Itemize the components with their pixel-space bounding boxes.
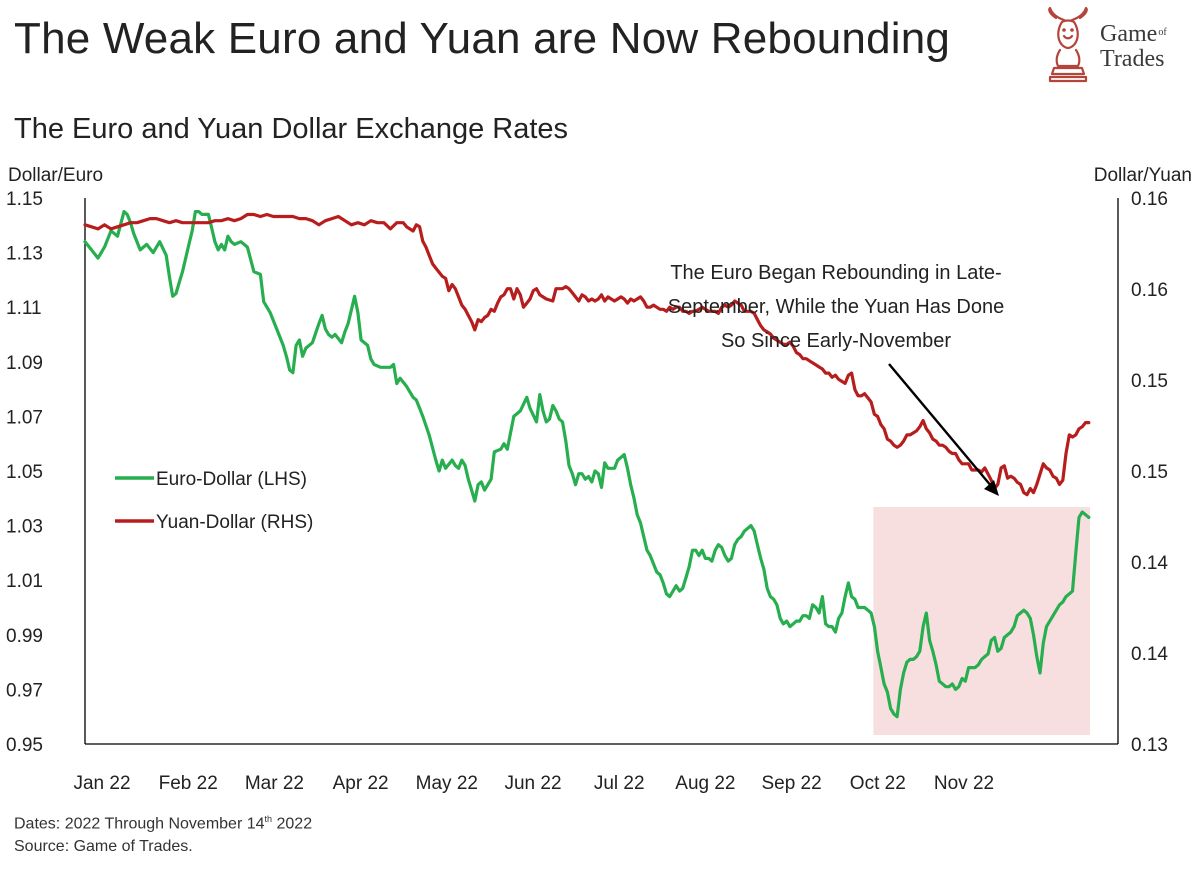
right-tick-label: 0.13	[1131, 735, 1168, 756]
x-tick-label: Mar 22	[245, 773, 304, 794]
right-axis-label: Dollar/Yuan	[1094, 165, 1192, 186]
left-tick-label: 1.05	[6, 462, 43, 483]
x-tick-label: Jul 22	[594, 773, 645, 794]
left-tick-label: 1.13	[6, 244, 43, 265]
footnote-source: Source: Game of Trades.	[14, 838, 193, 855]
footnote-dates: Dates: 2022 Through November 14th 2022	[14, 814, 313, 833]
x-tick-label: Jan 22	[73, 773, 130, 794]
left-tick-label: 1.07	[6, 407, 43, 428]
highlight-region	[873, 507, 1091, 735]
chart-subtitle: The Euro and Yuan Dollar Exchange Rates	[14, 113, 569, 145]
left-tick-label: 0.97	[6, 680, 43, 701]
right-tick-label: 0.14	[1131, 553, 1168, 574]
left-tick-label: 1.03	[6, 517, 43, 538]
annotation-arrow-head	[984, 480, 999, 496]
x-tick-label: Apr 22	[333, 773, 389, 794]
yuan-dollar-line	[83, 212, 1091, 497]
logo-line-game: Game	[1100, 21, 1158, 47]
right-tick-label: 0.15	[1131, 462, 1168, 483]
game-of-trades-logo: Gameof Trades	[1038, 6, 1193, 84]
x-tick-label: Nov 22	[934, 773, 994, 794]
legend-label: Yuan-Dollar (RHS)	[156, 512, 313, 533]
x-tick-label: Sep 22	[761, 773, 821, 794]
left-tick-label: 0.95	[6, 735, 43, 756]
left-tick-label: 1.09	[6, 353, 43, 374]
left-tick-label: 1.15	[6, 189, 43, 210]
euro-dollar-line	[83, 210, 1091, 719]
x-tick-label: Feb 22	[159, 773, 218, 794]
x-tick-label: Aug 22	[675, 773, 735, 794]
right-tick-label: 0.16	[1131, 280, 1168, 301]
annotation-text: September, While the Yuan Has Done	[668, 296, 1005, 318]
left-axis-label: Dollar/Euro	[8, 165, 103, 186]
x-tick-label: Jun 22	[504, 773, 561, 794]
right-tick-label: 0.16	[1131, 189, 1168, 210]
legend-label: Euro-Dollar (LHS)	[156, 469, 307, 490]
logo-line-trades: Trades	[1100, 46, 1165, 72]
logo-of: of	[1158, 27, 1167, 38]
x-tick-label: May 22	[416, 773, 478, 794]
annotation-arrow-line	[888, 363, 993, 488]
left-tick-label: 1.01	[6, 571, 43, 592]
left-tick-label: 0.99	[6, 626, 43, 647]
left-tick-label: 1.11	[6, 298, 42, 319]
right-tick-label: 0.14	[1131, 644, 1168, 665]
page-title: The Weak Euro and Yuan are Now Reboundin…	[14, 14, 951, 63]
logo-wordmark: Gameof Trades	[1100, 20, 1167, 72]
bull-chess-knight-icon	[1048, 6, 1088, 83]
annotation-text: The Euro Began Rebounding in Late-	[670, 262, 1001, 284]
x-tick-label: Oct 22	[850, 773, 906, 794]
annotation-text: So Since Early-November	[721, 330, 951, 352]
right-tick-label: 0.15	[1131, 371, 1168, 392]
